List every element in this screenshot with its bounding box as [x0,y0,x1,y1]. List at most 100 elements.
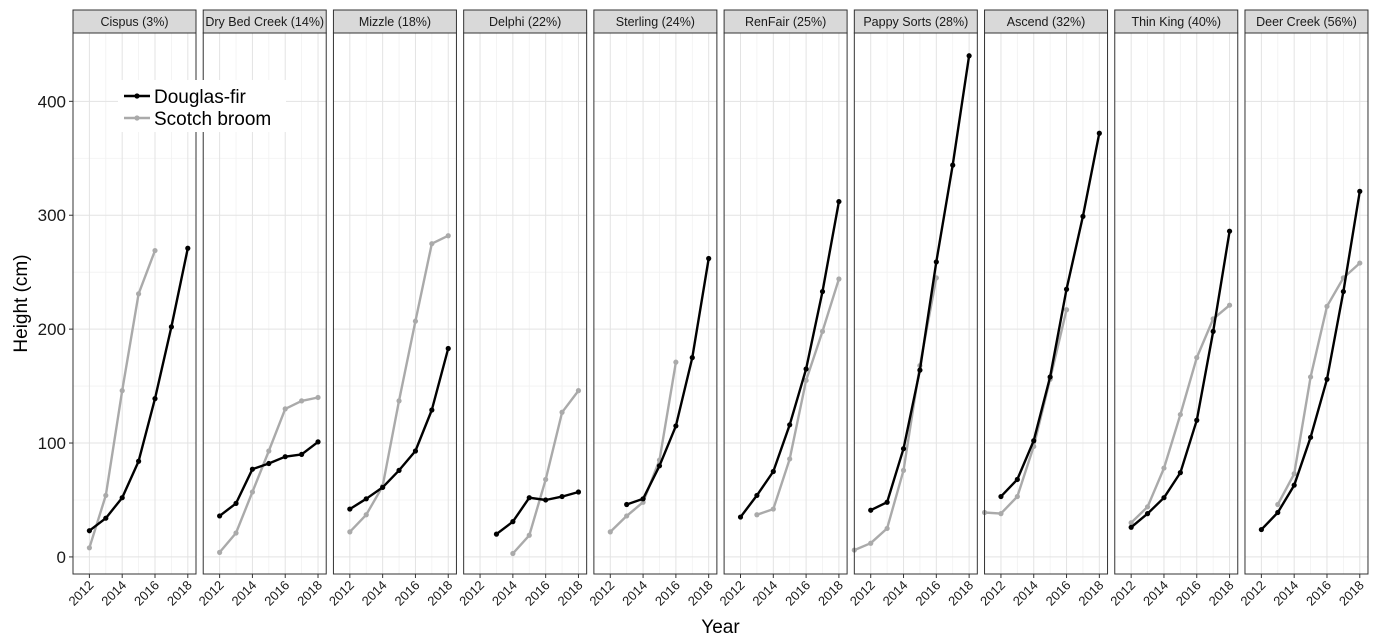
x-tick-label: 2012 [456,578,487,609]
data-point-douglas [836,198,842,205]
x-tick-label: 2014 [359,578,390,609]
data-point-douglas [917,367,923,373]
data-point-douglas [363,496,369,502]
data-point-broom [363,512,369,518]
x-tick-label: 2014 [228,578,259,609]
panel-background [593,33,717,574]
data-point-douglas [445,345,451,352]
data-point-douglas [526,495,532,501]
x-tick-label: 2014 [489,578,520,609]
data-point-douglas [119,495,125,501]
data-point-douglas [543,497,549,503]
x-tick-label: 2016 [1043,578,1074,609]
data-point-douglas [624,501,630,508]
panel-ascend-32: Ascend (32%) 2012 2014 2016 2018 [977,9,1109,609]
panel-renfair-25: RenFair (25%) 2012 2014 2016 2018 [717,9,848,609]
legend-key-point [134,115,140,121]
x-tick-label: 2018 [294,578,325,609]
data-point-broom [1063,307,1070,313]
data-point-douglas [706,255,712,262]
data-point-douglas [689,355,695,361]
data-point-broom [526,532,532,538]
data-point-broom [673,359,679,365]
x-tick-label: 2016 [131,578,162,609]
x-tick-label: 2018 [685,578,716,609]
legend-key-point [134,93,140,99]
data-point-douglas [1031,438,1037,444]
data-point-douglas [315,439,321,445]
x-tick-label: 2018 [424,578,455,609]
data-point-broom [282,406,288,412]
facet-title: Mizzle (18%) [359,15,431,29]
y-tick-label: 200 [38,320,66,339]
legend-label: Douglas-fir [154,87,247,108]
x-tick-label: 2014 [1010,578,1041,609]
data-point-douglas [803,366,809,372]
data-point-broom [1307,374,1314,380]
x-tick-label: 2016 [1173,578,1204,609]
data-point-broom [1161,465,1167,471]
data-point-broom [1128,520,1134,526]
data-point-douglas [412,448,419,454]
data-point-douglas [656,463,663,469]
facet-strip [332,9,457,34]
facet-title: Pappy Sorts (28%) [863,15,968,29]
data-point-douglas [233,500,239,506]
x-tick-label: 2012 [1107,578,1138,609]
data-point-broom [754,512,760,518]
x-tick-label: 2012 [196,578,227,609]
data-point-douglas [249,466,256,472]
x-tick-label: 2014 [1140,578,1171,609]
x-tick-label: 2014 [749,578,780,609]
data-point-douglas [559,493,565,500]
data-point-broom [1194,355,1200,361]
data-point-broom [299,398,305,404]
x-tick-label: 2018 [1206,578,1237,609]
facet-strip [72,9,197,34]
data-point-douglas [787,422,793,428]
panel-background [1244,33,1368,574]
panel-delphi-22: Delphi (22%) 2012 2014 2016 2018 [456,9,588,609]
panel-background [1114,33,1238,574]
data-point-broom [868,540,874,546]
data-point-broom [787,456,793,462]
facet-title: Dry Bed Creek (14%) [205,15,324,29]
data-point-douglas [1128,524,1134,530]
data-point-broom [624,513,630,519]
data-point-broom [266,448,272,454]
y-tick-label: 100 [38,434,66,453]
data-point-broom [119,388,125,394]
data-point-douglas [86,528,92,534]
facet-title: Deer Creek (56%) [1256,15,1357,29]
data-point-broom [884,525,890,532]
x-tick-label: 2012 [977,578,1008,609]
data-point-douglas [103,515,109,521]
data-point-broom [559,409,565,415]
data-point-douglas [347,506,353,512]
x-tick-label: 2014 [1270,578,1301,609]
data-point-douglas [429,407,435,413]
data-point-broom [510,550,516,557]
data-point-broom [998,511,1004,517]
data-point-broom [1357,260,1363,266]
data-point-douglas [168,324,174,330]
x-tick-label: 2016 [261,578,292,609]
facet-title: Sterling (24%) [616,15,695,29]
panel-deer-creek-56: Deer Creek (56%) 2012 2014 2016 2018 [1237,9,1369,609]
x-axis-title: Year [701,617,740,637]
data-point-douglas [185,245,191,251]
x-tick-label: 2018 [945,578,976,609]
y-tick-label: 400 [38,92,66,111]
data-point-douglas [1291,482,1297,488]
data-point-broom [315,394,321,401]
x-tick-label: 2016 [1303,578,1334,609]
x-tick-label: 2016 [652,578,683,609]
data-point-broom [803,377,809,383]
x-tick-label: 2012 [847,578,878,609]
data-point-douglas [575,489,582,495]
series-line-broom [756,278,841,516]
data-point-douglas [1307,434,1314,440]
data-point-broom [217,549,223,555]
